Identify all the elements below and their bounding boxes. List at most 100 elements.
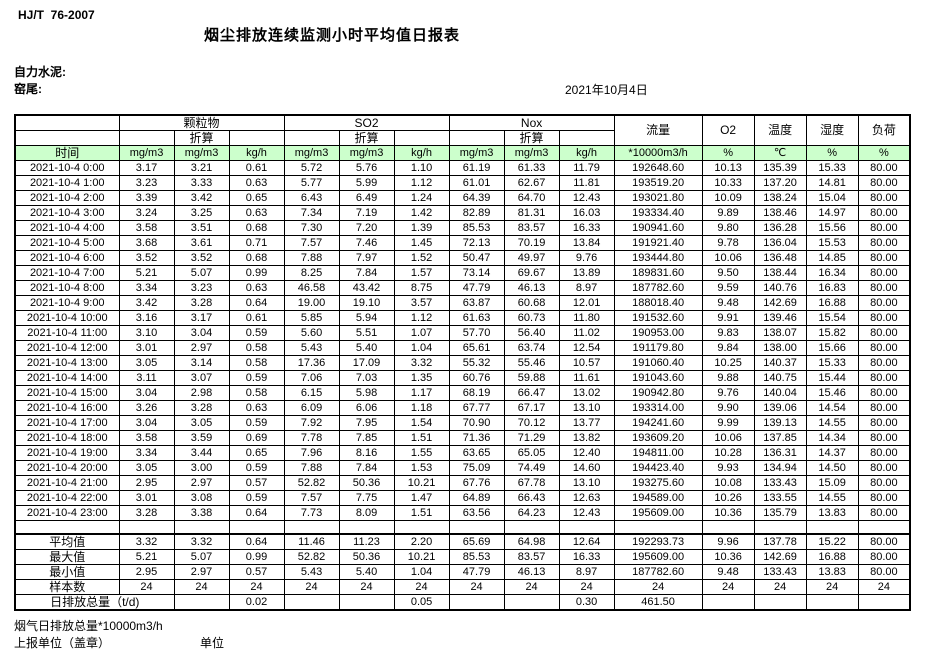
summary-value-cell: [448, 594, 505, 611]
time-cell: 2021-10-4 3:00: [14, 205, 120, 221]
value-cell: 3.39: [118, 190, 175, 206]
value-cell: 136.48: [753, 250, 807, 266]
value-cell: 11.80: [558, 310, 615, 326]
value-cell: 19.10: [338, 295, 395, 311]
value-cell: 5.85: [283, 310, 340, 326]
summary-row: 样本数 24 24 24 24 24 24 24 24 24 24 24 24 24 24: [14, 579, 911, 595]
value-cell: 70.90: [448, 415, 505, 431]
value-cell: 193314.00: [613, 400, 703, 416]
converted-label-pm: 折算: [173, 130, 230, 146]
value-cell: 80.00: [857, 445, 911, 461]
summary-label: 最大值: [14, 549, 120, 565]
value-cell: 7.57: [283, 235, 340, 251]
empty-cell: [805, 520, 859, 535]
value-cell: 3.34: [118, 445, 175, 461]
converted-label-so2: 折算: [338, 130, 395, 146]
value-cell: 3.28: [118, 505, 175, 521]
value-cell: 9.59: [701, 280, 755, 296]
value-cell: 13.10: [558, 400, 615, 416]
empty-cell: [503, 520, 560, 535]
value-cell: 191060.40: [613, 355, 703, 371]
value-cell: 8.16: [338, 445, 395, 461]
value-cell: 5.99: [338, 175, 395, 191]
value-cell: 71.36: [448, 430, 505, 446]
time-cell: 2021-10-4 0:00: [14, 160, 120, 176]
unit-cell: ℃: [753, 145, 807, 161]
value-cell: 1.04: [393, 340, 450, 356]
value-cell: 7.78: [283, 430, 340, 446]
summary-value-cell: [173, 594, 230, 611]
value-cell: 46.58: [283, 280, 340, 296]
summary-value-cell: 24: [558, 579, 615, 595]
value-cell: 80.00: [857, 160, 911, 176]
value-cell: 3.33: [173, 175, 230, 191]
value-cell: 13.82: [558, 430, 615, 446]
summary-body: 平均值 3.32 3.32 0.64 11.46 11.23 2.20 65.69 64.98 1…: [14, 520, 911, 611]
summary-value-cell: 5.43: [283, 564, 340, 580]
value-cell: 63.74: [503, 340, 560, 356]
value-cell: 47.79: [448, 280, 505, 296]
value-cell: 139.46: [753, 310, 807, 326]
value-cell: 3.58: [118, 220, 175, 236]
summary-value-cell: 24: [448, 579, 505, 595]
value-cell: 136.28: [753, 220, 807, 236]
summary-value-cell: 11.23: [338, 533, 395, 550]
summary-value-cell: 0.02: [228, 594, 285, 611]
value-cell: 5.72: [283, 160, 340, 176]
empty-cell: [283, 520, 340, 535]
value-cell: 71.29: [503, 430, 560, 446]
summary-value-cell: 47.79: [448, 564, 505, 580]
value-cell: 5.21: [118, 265, 175, 281]
value-cell: 6.49: [338, 190, 395, 206]
value-cell: 61.63: [448, 310, 505, 326]
value-cell: 14.55: [805, 415, 859, 431]
value-cell: 5.94: [338, 310, 395, 326]
time-cell: 2021-10-4 14:00: [14, 370, 120, 386]
value-cell: 3.04: [118, 415, 175, 431]
value-cell: 13.83: [805, 505, 859, 521]
data-row: 2021-10-4 22:00 3.01 3.08 0.59 7.57 7.75 1.47 6…: [14, 490, 911, 506]
value-cell: 3.51: [173, 220, 230, 236]
value-cell: 61.01: [448, 175, 505, 191]
value-cell: 0.59: [228, 325, 285, 341]
value-cell: 15.33: [805, 355, 859, 371]
value-cell: 80.00: [857, 235, 911, 251]
value-cell: 56.40: [503, 325, 560, 341]
summary-value-cell: 24: [805, 579, 859, 595]
summary-value-cell: 187782.60: [613, 564, 703, 580]
value-cell: 5.43: [283, 340, 340, 356]
value-cell: 14.55: [805, 490, 859, 506]
value-cell: 15.46: [805, 385, 859, 401]
value-cell: 81.31: [503, 205, 560, 221]
value-cell: 12.63: [558, 490, 615, 506]
value-cell: 7.19: [338, 205, 395, 221]
unit-cell: mg/m3: [283, 145, 340, 161]
value-cell: 191179.80: [613, 340, 703, 356]
group-header-row: 颗粒物 SO2 Nox 流量 O2 温度 湿度 负荷: [14, 114, 911, 146]
value-cell: 80.00: [857, 400, 911, 416]
value-cell: 189831.60: [613, 265, 703, 281]
value-cell: 1.35: [393, 370, 450, 386]
time-cell: 2021-10-4 23:00: [14, 505, 120, 521]
value-cell: 82.89: [448, 205, 505, 221]
value-cell: 140.76: [753, 280, 807, 296]
summary-value-cell: 13.83: [805, 564, 859, 580]
value-cell: 61.33: [503, 160, 560, 176]
value-cell: 195609.00: [613, 505, 703, 521]
value-cell: 3.01: [118, 490, 175, 506]
value-cell: 6.09: [283, 400, 340, 416]
value-cell: 193275.60: [613, 475, 703, 491]
value-cell: 15.09: [805, 475, 859, 491]
summary-value-cell: [805, 594, 859, 611]
empty-cell: [338, 520, 395, 535]
value-cell: 2.97: [173, 340, 230, 356]
value-cell: 11.02: [558, 325, 615, 341]
value-cell: 140.75: [753, 370, 807, 386]
value-cell: 8.75: [393, 280, 450, 296]
time-cell: 2021-10-4 21:00: [14, 475, 120, 491]
value-cell: 9.99: [701, 415, 755, 431]
value-cell: 66.43: [503, 490, 560, 506]
value-cell: 15.04: [805, 190, 859, 206]
value-cell: 136.04: [753, 235, 807, 251]
